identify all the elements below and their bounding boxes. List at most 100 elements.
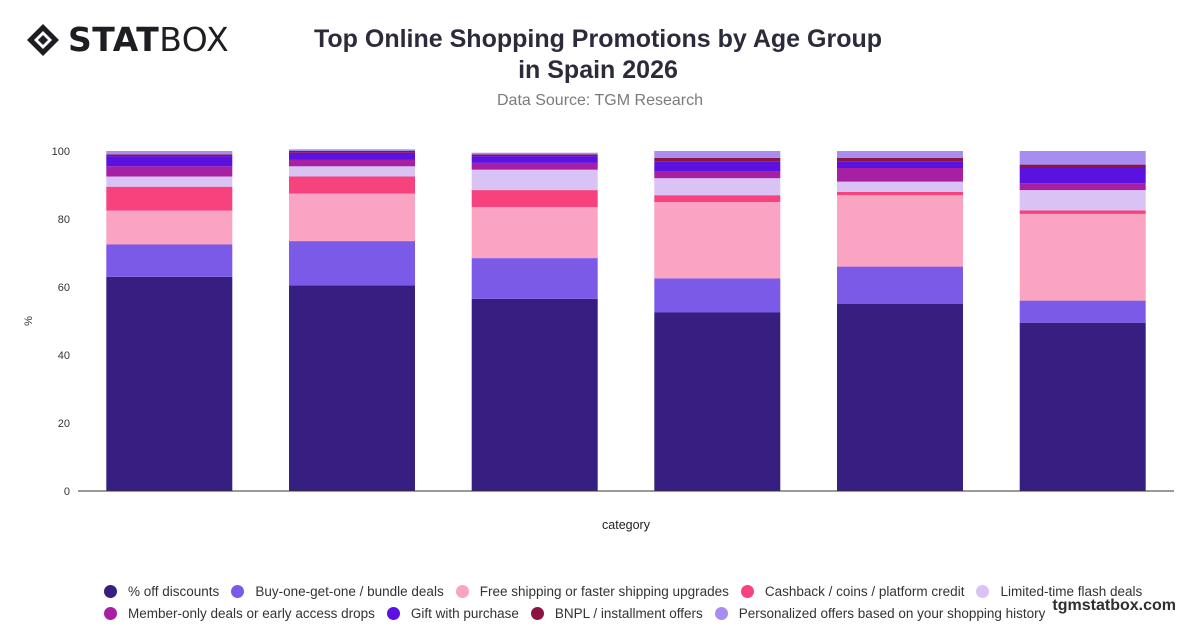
bar-stack — [289, 149, 415, 491]
bar-segment — [837, 181, 963, 192]
legend-label: Free shipping or faster shipping upgrade… — [479, 583, 729, 599]
legend-row: Member-only deals or early access drops G… — [104, 602, 1104, 624]
bar-segment — [1019, 151, 1146, 165]
legend-item[interactable]: Personalized offers based on your shoppi… — [714, 606, 1045, 621]
legend-item[interactable]: BNPL / installment offers — [530, 605, 703, 621]
statbox-logo: STATBOX — [26, 22, 229, 58]
y-tick-label: 20 — [58, 418, 70, 430]
bar-segment — [106, 166, 233, 177]
legend-label: Limited-time flash deals — [1000, 583, 1143, 599]
bar-segment — [471, 207, 598, 259]
y-tick-label: 40 — [58, 350, 70, 362]
watermark: tgmstatbox.com — [1052, 597, 1176, 614]
bar-segment — [654, 202, 781, 279]
bar-segment — [837, 157, 963, 162]
bar-segment — [837, 195, 963, 267]
bar-stack — [837, 151, 963, 491]
bar-segment — [106, 154, 233, 157]
legend-item[interactable]: Buy-one-get-one / bundle deals — [231, 583, 444, 599]
bar-segment — [471, 258, 598, 299]
bar-segment — [654, 151, 781, 158]
stacked-bar-chart: 0 20 40 60 80 100 % category — [23, 146, 1174, 532]
bar-segment — [289, 241, 415, 286]
bar-segment — [654, 171, 781, 179]
legend-swatch-icon — [455, 584, 469, 598]
logo-text-light: BOX — [159, 20, 230, 59]
bar-segment — [289, 159, 415, 167]
bar-segment — [106, 210, 233, 245]
bar-segment — [1019, 213, 1146, 301]
bar-segment — [837, 191, 963, 196]
y-tick-label: 80 — [58, 214, 70, 226]
legend-swatch-icon — [976, 584, 990, 598]
legend-item[interactable]: Cashback / coins / platform credit — [740, 583, 965, 599]
legend-item[interactable]: Free shipping or faster shipping upgrade… — [455, 583, 729, 599]
bar-segment — [106, 176, 233, 187]
bar-segment — [1019, 300, 1146, 323]
bar-segment — [837, 168, 963, 182]
bar-segment — [654, 178, 781, 196]
bar-segment — [1019, 322, 1146, 491]
x-axis-title: category — [602, 518, 651, 532]
y-tick-label: 60 — [58, 282, 70, 294]
bar-segment — [837, 151, 963, 158]
bar-segment — [471, 298, 598, 491]
legend-item[interactable]: % off discounts — [104, 584, 219, 599]
legend: % off discounts Buy-one-get-one / bundle … — [104, 580, 1142, 624]
legend-item[interactable]: Gift with purchase — [386, 605, 519, 621]
bar-stack — [1019, 151, 1146, 491]
bar-segment — [654, 161, 781, 172]
legend-swatch-icon — [740, 584, 754, 598]
legend-item[interactable]: Limited-time flash deals — [976, 584, 1142, 599]
bar-segment — [654, 195, 781, 202]
legend-swatch-icon — [231, 584, 245, 598]
bar-segment — [289, 166, 415, 177]
y-axis-title: % — [23, 316, 35, 326]
logo-text-bold: STAT — [68, 20, 160, 59]
legend-label: % off discounts — [128, 583, 220, 599]
bar-segment — [106, 186, 233, 211]
bar-stack — [471, 152, 598, 491]
legend-swatch-icon — [104, 606, 117, 620]
legend-swatch-icon — [530, 606, 544, 620]
bar-segment — [289, 285, 415, 491]
bar-segment — [106, 276, 233, 491]
bar-segment — [106, 151, 233, 155]
legend-swatch-icon — [714, 606, 728, 620]
diamond-logo-icon — [27, 24, 59, 56]
chart-subtitle: Data Source: TGM Research — [496, 92, 703, 109]
bar-segment — [1019, 210, 1146, 214]
bar-segment — [837, 161, 963, 168]
bar-segment — [471, 162, 598, 170]
bar-segment — [471, 190, 598, 208]
bar-segment — [289, 151, 415, 153]
bar-segment — [654, 312, 781, 491]
bar-stack — [106, 151, 233, 491]
bar-segment — [471, 154, 598, 157]
legend-label: BNPL / installment offers — [554, 605, 703, 621]
legend-label: Cashback / coins / platform credit — [764, 583, 965, 599]
legend-swatch-icon — [104, 584, 117, 598]
logo-wordmark: STATBOX — [68, 22, 229, 58]
chart-title: Top Online Shopping Promotions by Age Gr… — [313, 25, 883, 84]
bar-segment — [1019, 183, 1146, 191]
bar-segment — [289, 193, 415, 242]
legend-label: Gift with purchase — [410, 605, 519, 621]
bar-segment — [1019, 164, 1146, 168]
y-tick-label: 0 — [64, 486, 70, 498]
bar-segment — [471, 169, 598, 191]
bar-stacks — [106, 149, 1146, 491]
bar-segment — [471, 152, 598, 155]
bar-segment — [289, 176, 415, 194]
bar-segment — [106, 244, 233, 277]
legend-item[interactable]: Member-only deals or early access drops — [104, 606, 375, 621]
bar-segment — [654, 157, 781, 162]
bar-segment — [654, 278, 781, 313]
bar-segment — [471, 156, 598, 163]
bar-segment — [106, 156, 233, 167]
legend-label: Buy-one-get-one / bundle deals — [255, 583, 444, 599]
legend-swatch-icon — [386, 606, 400, 620]
bar-segment — [289, 152, 415, 160]
bar-segment — [1019, 190, 1146, 211]
y-tick-label: 100 — [52, 146, 70, 158]
